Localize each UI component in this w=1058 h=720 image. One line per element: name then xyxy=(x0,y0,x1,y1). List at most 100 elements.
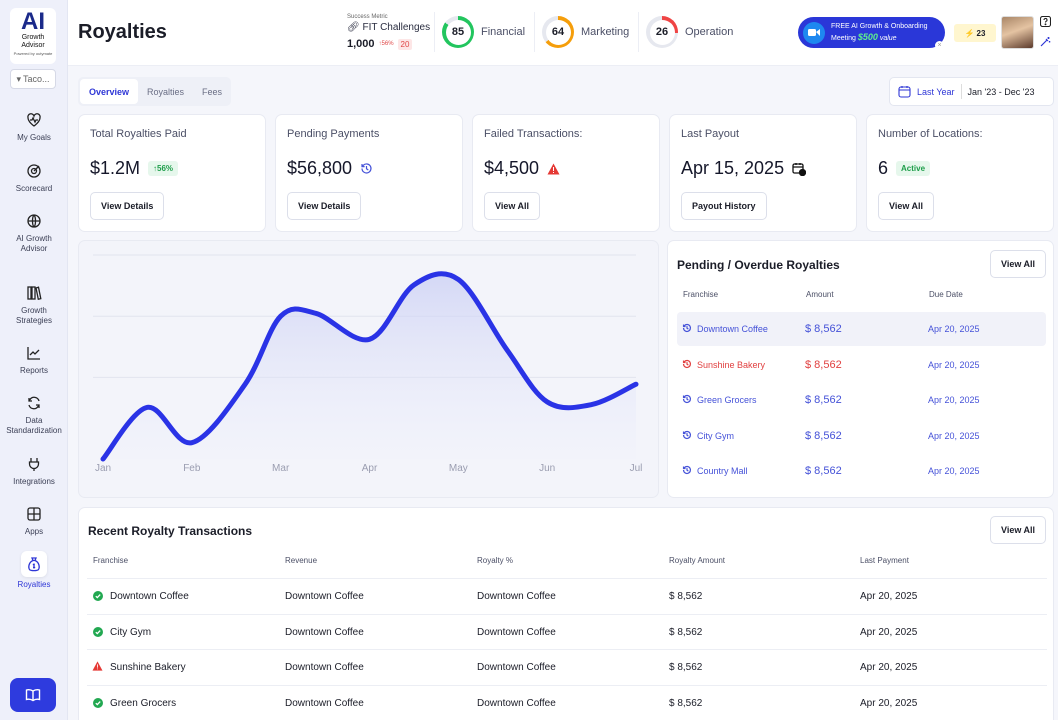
pending-row[interactable]: Green Grocers $ 8,562 Apr 20, 2025 xyxy=(677,383,1046,417)
warning-icon xyxy=(547,163,560,174)
sidebar-item-label: Royalties xyxy=(17,580,51,589)
logo-ai-text: AI xyxy=(21,8,45,35)
sidebar-item-ai-growth-advisor[interactable]: AI Growth Advisor xyxy=(0,213,68,254)
date-range: Jan '23 - Dec '23 xyxy=(967,86,1035,97)
franchise-name[interactable]: City Gym xyxy=(697,430,734,441)
royalties-chart: Jan Feb Mar Apr May Jun Jul xyxy=(78,240,659,498)
score-value: 26 xyxy=(649,19,675,45)
logo-powered: Powered by outymate xyxy=(13,51,53,56)
sidebar-item-reports[interactable]: Reports xyxy=(0,345,68,376)
energy-count: 23 xyxy=(976,28,986,38)
link-icon: 🔗︎ xyxy=(347,22,360,33)
divider xyxy=(534,12,535,52)
pending-row[interactable]: Sunshine Bakery $ 8,562 Apr 20, 2025 xyxy=(677,348,1046,382)
app-logo[interactable]: AI Growth Advisor Powered by outymate xyxy=(10,8,56,64)
view-details-button[interactable]: View Details xyxy=(90,192,165,220)
last-payment: Apr 20, 2025 xyxy=(860,591,918,602)
avatar[interactable] xyxy=(1001,16,1034,49)
kpi-value: $1.2M xyxy=(90,158,141,178)
tab-royalties[interactable]: Royalties xyxy=(147,86,185,97)
royalty-amount: $ 8,562 xyxy=(669,697,703,709)
target-icon xyxy=(27,164,41,178)
organization-selector[interactable]: ▾ Taco... xyxy=(10,69,56,89)
view-all-button[interactable]: View All xyxy=(989,516,1046,544)
franchise-name[interactable]: Downtown Coffee xyxy=(697,324,768,334)
series-area xyxy=(103,273,636,459)
amount: $ 8,562 xyxy=(805,394,842,406)
kpi-title: Pending Payments xyxy=(287,128,380,140)
guide-book-button[interactable] xyxy=(10,678,56,712)
fit-challenges-change: ↑56% xyxy=(378,41,394,47)
promo-suffix: value xyxy=(879,34,897,42)
organization-name: Taco... xyxy=(23,74,50,84)
promo-banner[interactable]: FREE AI Growth & Onboarding Meeting $500… xyxy=(798,17,945,50)
payout-history-button[interactable]: Payout History xyxy=(681,192,767,220)
refresh-icon xyxy=(28,396,40,410)
sidebar-item-data-standardization[interactable]: Data Standardization xyxy=(0,395,68,436)
royalties-line-chart: Jan Feb Mar Apr May Jun Jul xyxy=(93,254,643,474)
view-all-button[interactable]: View All xyxy=(484,192,541,220)
divider xyxy=(960,84,962,99)
sidebar-item-apps[interactable]: Apps xyxy=(0,506,68,537)
x-tick-label: May xyxy=(449,463,468,474)
pending-row[interactable]: Downtown Coffee $ 8,562 Apr 20, 2025 xyxy=(677,312,1046,346)
score-operation[interactable]: 26 Operation xyxy=(646,16,733,48)
kpi-title: Total Royalties Paid xyxy=(90,128,187,140)
calendar-icon xyxy=(898,86,911,98)
warning-icon xyxy=(92,661,103,674)
series-line xyxy=(100,271,639,462)
close-icon[interactable]: × xyxy=(935,41,944,50)
column-header: Royalty % xyxy=(477,556,514,565)
royalty-amount: $ 8,562 xyxy=(669,626,703,638)
table-row[interactable]: Sunshine Bakery Downtown Coffee Downtown C… xyxy=(87,649,1047,684)
amount: $ 8,562 xyxy=(805,465,842,477)
magic-wand-icon[interactable] xyxy=(1040,36,1051,50)
kpi-title: Last Payout xyxy=(681,128,740,140)
history-icon xyxy=(682,430,692,442)
top-bar: Royalties Success Metric 🔗︎ FIT Challeng… xyxy=(68,0,1058,66)
franchise-name[interactable]: Sunshine Bakery xyxy=(697,359,766,370)
view-all-button[interactable]: View All xyxy=(878,192,935,220)
sidebar-item-scorecard[interactable]: Scorecard xyxy=(0,163,68,194)
sidebar-item-integrations[interactable]: Integrations xyxy=(0,456,68,487)
history-icon xyxy=(682,394,692,406)
sidebar-item-label: Apps xyxy=(24,527,44,536)
franchise-name: Sunshine Bakery xyxy=(110,662,186,673)
view-details-button[interactable]: View Details xyxy=(287,192,362,220)
view-all-button[interactable]: View All xyxy=(989,250,1046,278)
royalty-amount: $ 8,562 xyxy=(669,662,703,673)
franchise-name[interactable]: Green Grocers xyxy=(697,395,757,405)
score-ring: 26 xyxy=(646,16,678,48)
score-financial[interactable]: 85 Financial xyxy=(442,16,525,48)
pending-row[interactable]: City Gym $ 8,562 Apr 20, 2025 xyxy=(677,419,1046,453)
date-range-picker[interactable]: Last Year Jan '23 - Dec '23 xyxy=(889,77,1054,106)
panel-title: Pending / Overdue Royalties xyxy=(677,258,840,272)
success-metric[interactable]: Success Metric 🔗︎ FIT Challenges 1,000 ↑… xyxy=(347,14,430,50)
heart-pulse-icon xyxy=(27,113,41,127)
pending-row[interactable]: Country Mall $ 8,562 Apr 20, 2025 xyxy=(677,454,1046,488)
x-tick-label: Jan xyxy=(95,463,111,474)
score-marketing[interactable]: 64 Marketing xyxy=(542,16,629,48)
table-row[interactable]: City Gym Downtown Coffee Downtown Coffee $ … xyxy=(87,613,1047,649)
column-header: Franchise xyxy=(683,290,719,299)
sidebar-item-my-goals[interactable]: My Goals xyxy=(0,112,68,143)
score-ring: 85 xyxy=(442,16,474,48)
kpi-value: $4,500 xyxy=(484,158,540,178)
column-header: Due Date xyxy=(929,290,963,299)
sidebar-item-growth-strategies[interactable]: Growth Strategies xyxy=(0,285,68,326)
x-tick-label: Feb xyxy=(183,463,201,474)
table-row[interactable]: Downtown Coffee Downtown Coffee Downtown C… xyxy=(87,578,1047,613)
x-tick-label: Jul xyxy=(630,463,643,474)
score-value: 64 xyxy=(545,19,571,45)
energy-badge[interactable]: ⚡ 23 xyxy=(954,24,996,42)
tab-overview[interactable]: Overview xyxy=(80,79,139,104)
amount: $ 8,562 xyxy=(805,429,842,442)
kpi-value: 6 xyxy=(878,158,889,178)
last-payment: Apr 20, 2025 xyxy=(860,662,918,673)
help-icon[interactable] xyxy=(1039,15,1052,30)
calendar-clock-icon xyxy=(792,162,807,176)
tab-fees[interactable]: Fees xyxy=(202,86,223,97)
sidebar-item-royalties[interactable]: Royalties xyxy=(0,551,68,590)
table-row[interactable]: Green Grocers Downtown Coffee Downtown Cof… xyxy=(87,684,1047,720)
franchise-name[interactable]: Country Mall xyxy=(697,466,748,476)
